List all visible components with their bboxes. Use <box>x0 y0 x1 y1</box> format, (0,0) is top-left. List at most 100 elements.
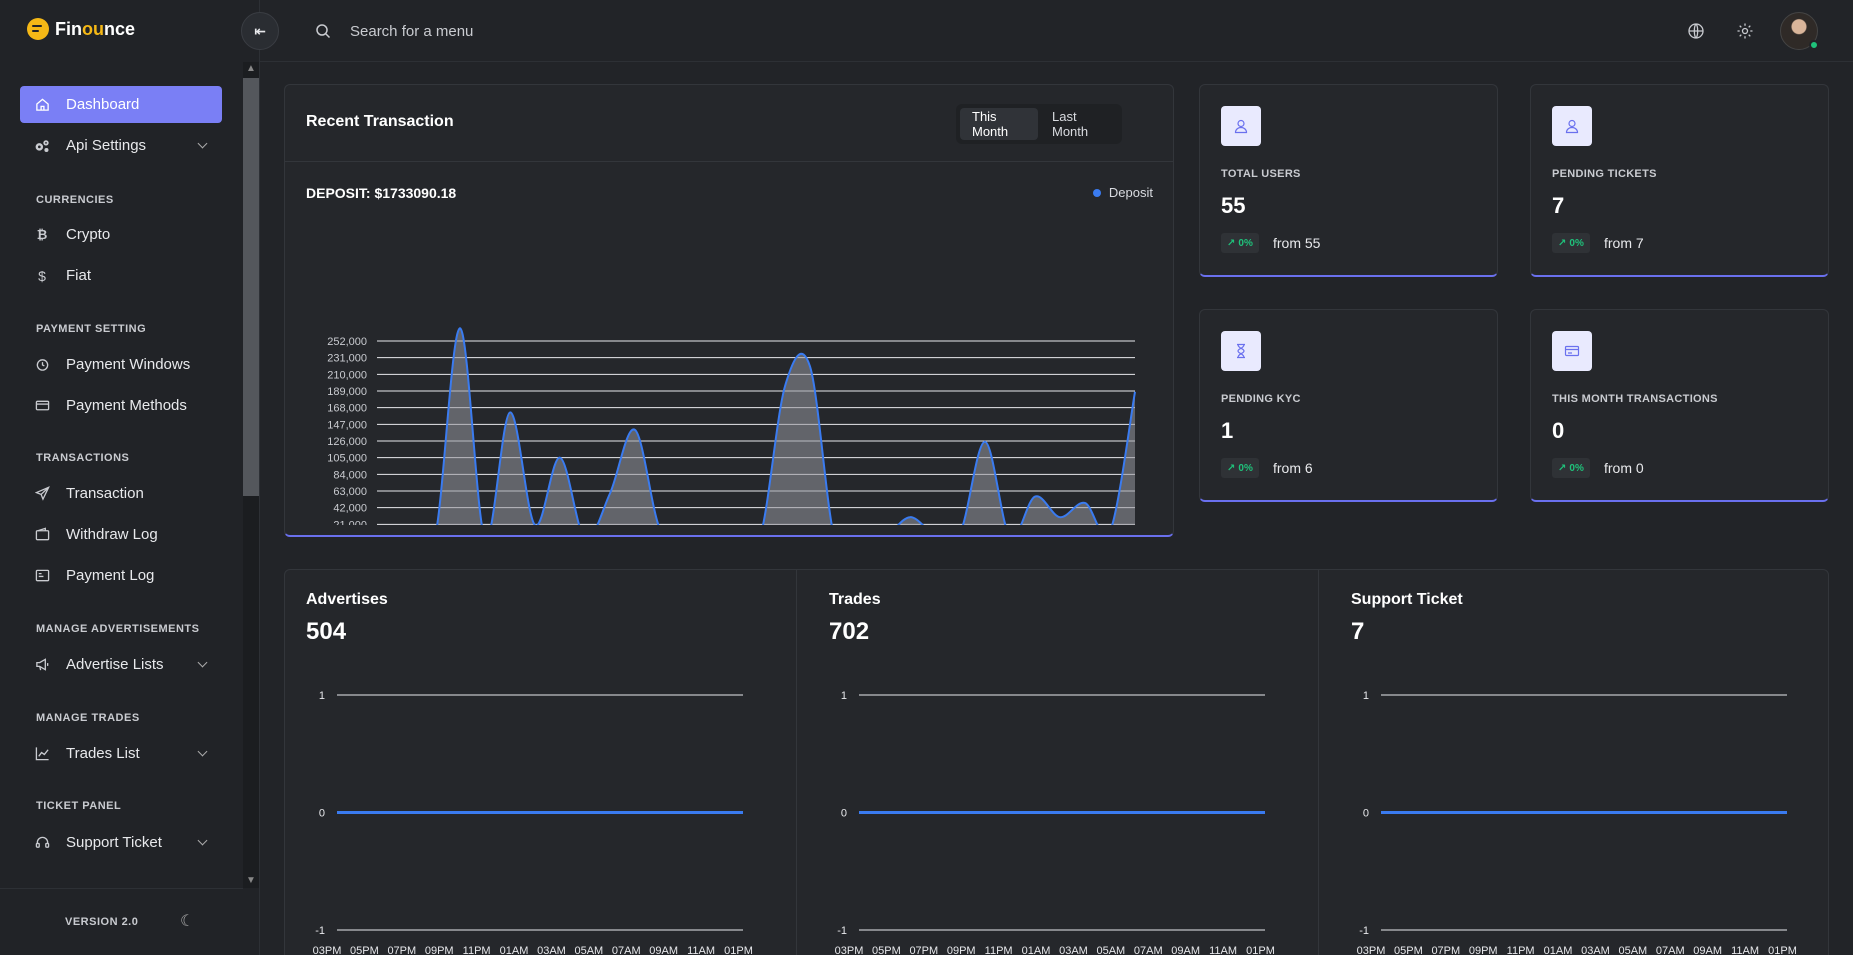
x-tick-label: 01PM <box>1246 945 1275 955</box>
section-title-transactions: TRANSACTIONS <box>36 452 130 464</box>
logo-mark-icon <box>27 18 49 40</box>
wallet-icon <box>34 527 50 543</box>
y-tick-label: 147,000 <box>327 419 367 431</box>
support-ticket-line-chart: 1 0 -1 03PM 05PM 07PM 09PM 11PM 01AM 03AM 05AM 07AM… <box>1357 690 1797 955</box>
sidebar-item-label: Api Settings <box>66 137 147 154</box>
scroll-up-arrow-icon[interactable]: ▲ <box>246 63 256 74</box>
x-tick-label: 07AM <box>1134 945 1163 955</box>
settings-gear-icon[interactable] <box>1736 22 1754 40</box>
stat-label: TOTAL USERS <box>1221 168 1301 180</box>
sidebar-item-crypto[interactable]: ₿ Crypto <box>20 216 222 253</box>
y-tick-label: 1 <box>1363 690 1369 702</box>
x-tick-label: 09PM <box>425 945 454 955</box>
x-tick-label: 05AM <box>574 945 603 955</box>
legend-label: Deposit <box>1108 185 1153 200</box>
sidebar-item-label: Dashboard <box>66 96 140 113</box>
x-tick-label: 03AM <box>1059 945 1088 955</box>
clock-icon <box>34 357 50 373</box>
stat-card-total-users: TOTAL USERS 55 ↗ 0% from 55 <box>1199 84 1498 277</box>
stat-from: from 0 <box>1604 460 1644 476</box>
column-divider <box>1318 570 1319 955</box>
x-tick-label: 09AM <box>1171 945 1200 955</box>
sidebar-item-fiat[interactable]: $ Fiat <box>20 257 222 294</box>
x-tick-label: 01PM <box>724 945 753 955</box>
column-divider <box>796 570 797 955</box>
sidebar-item-advertise-lists[interactable]: Advertise Lists <box>20 646 222 683</box>
tab-last-month[interactable]: Last Month <box>1052 109 1089 139</box>
sidebar-item-trades-list[interactable]: Trades List <box>20 735 222 772</box>
summary-charts-card: Advertises 504 1 0 -1 03PM 05PM 07PM 09PM 11PM 0… <box>284 569 1829 955</box>
x-tick-label: 09AM <box>649 945 678 955</box>
headset-icon <box>34 835 50 851</box>
sidebar-item-withdraw-log[interactable]: Withdraw Log <box>20 516 222 553</box>
sidebar-item-payment-windows[interactable]: Payment Windows <box>20 346 222 383</box>
trend-up-icon: ↗ <box>1227 462 1236 474</box>
sidebar-item-label: Trades List <box>66 745 140 762</box>
y-tick-label: -1 <box>315 925 325 937</box>
image-icon <box>34 568 50 584</box>
search-icon <box>315 23 331 42</box>
chart-legend[interactable]: Deposit <box>1092 185 1153 200</box>
section-title-currencies: CURRENCIES <box>36 194 114 206</box>
deposit-series-line <box>436 327 1136 525</box>
y-tick-label: 1 <box>319 690 325 702</box>
x-tick-label: 11PM <box>985 945 1013 955</box>
x-tick-label: 01AM <box>1544 945 1573 955</box>
sidebar-scrollbar[interactable]: ▲ ▼ <box>243 62 259 888</box>
period-toggle: This Month Last Month <box>956 104 1122 144</box>
scrollbar-thumb[interactable] <box>243 78 259 496</box>
sidebar-item-payment-methods[interactable]: Payment Methods <box>20 387 222 424</box>
x-tick-label: 05AM <box>1096 945 1125 955</box>
globe-icon[interactable] <box>1687 22 1705 40</box>
brand-logo[interactable]: Finounce <box>27 18 135 40</box>
section-title-payment-setting: PAYMENT SETTING <box>36 323 147 335</box>
change-badge: ↗ 0% <box>1552 233 1590 253</box>
online-status-dot <box>1809 40 1819 50</box>
sidebar-item-support-ticket[interactable]: Support Ticket <box>20 824 222 861</box>
sidebar-item-transaction[interactable]: Transaction <box>20 475 222 512</box>
change-value: 0% <box>1569 237 1584 249</box>
x-tick-label: 07AM <box>612 945 641 955</box>
user-avatar[interactable] <box>1780 12 1819 50</box>
sidebar-item-api-settings[interactable]: Api Settings <box>20 127 222 164</box>
bitcoin-icon: ₿ <box>36 227 48 242</box>
change-badge: ↗ 0% <box>1552 458 1590 478</box>
chevron-down-icon <box>197 657 208 668</box>
deposit-total: DEPOSIT: $1733090.18 <box>306 185 457 201</box>
card-divider <box>285 161 1173 162</box>
stat-value: 55 <box>1221 193 1246 218</box>
x-tick-label: 07PM <box>909 945 938 955</box>
chevron-down-icon <box>197 746 208 757</box>
x-tick-label: 11AM <box>1731 945 1759 955</box>
x-tick-label: 01AM <box>500 945 529 955</box>
moon-icon[interactable]: ☾ <box>180 913 195 930</box>
collapse-sidebar-button[interactable]: ⇤ <box>241 12 279 50</box>
stat-card-pending-tickets: PENDING TICKETS 7 ↗ 0% from 7 <box>1530 84 1829 277</box>
x-tick-label: 05PM <box>350 945 379 955</box>
x-tick-label: 01AM <box>1022 945 1051 955</box>
sidebar-item-payment-log[interactable]: Payment Log <box>20 557 222 594</box>
advertises-title: Advertises <box>306 591 388 608</box>
tab-this-month[interactable]: This Month <box>960 108 1038 140</box>
sidebar-item-label: Advertise Lists <box>66 656 164 673</box>
x-tick-label: 05AM <box>1618 945 1647 955</box>
search-input[interactable] <box>350 17 750 45</box>
brand-suffix: nce <box>104 18 136 39</box>
chevron-down-icon <box>197 138 208 149</box>
deposit-area-chart: 021,00042,00063,00084,000105,000126,0001… <box>327 327 1136 525</box>
x-tick-label: 03AM <box>537 945 566 955</box>
trend-up-icon: ↗ <box>1227 237 1236 249</box>
section-title-manage-trades: MANAGE TRADES <box>36 712 140 724</box>
support-ticket-value: 7 <box>1351 618 1365 645</box>
x-tick-label: 09AM <box>1693 945 1722 955</box>
x-tick-label: 09PM <box>947 945 976 955</box>
megaphone-icon <box>34 657 50 673</box>
x-tick-label: 03AM <box>1581 945 1610 955</box>
sidebar-item-dashboard[interactable]: Dashboard <box>20 86 222 123</box>
x-tick-label: 07AM <box>1656 945 1685 955</box>
sidebar-item-label: Fiat <box>66 267 92 284</box>
section-title-ticket-panel: TICKET PANEL <box>36 800 122 812</box>
stat-value: 1 <box>1221 418 1234 443</box>
change-badge: ↗ 0% <box>1221 458 1259 478</box>
scroll-down-arrow-icon[interactable]: ▼ <box>246 875 256 886</box>
